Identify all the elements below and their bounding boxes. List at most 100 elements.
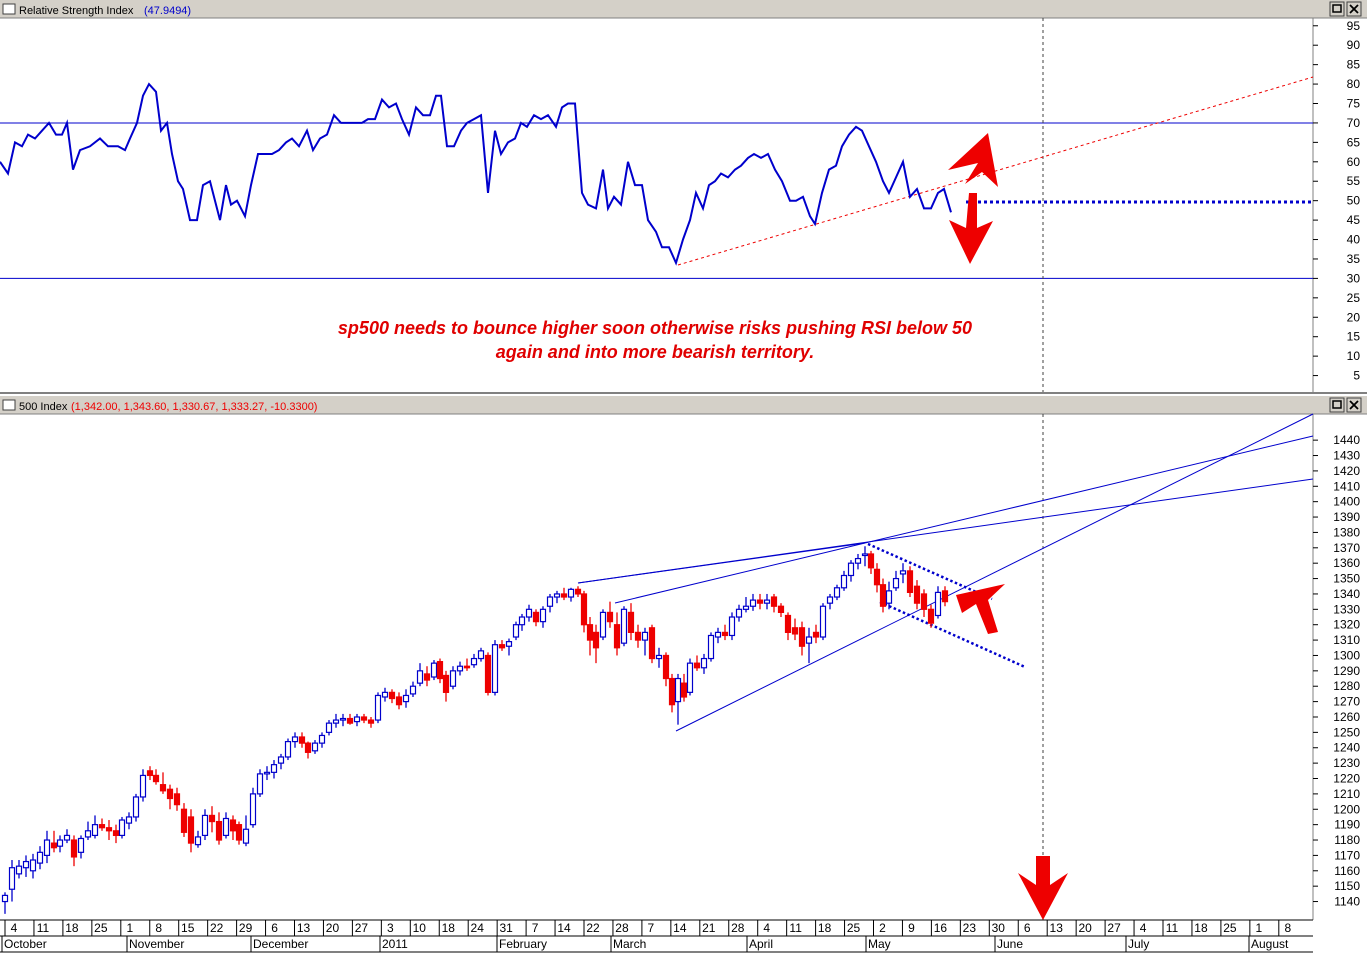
- rsi-y-tick-label: 45: [1347, 213, 1361, 227]
- price-candle: [180, 803, 188, 837]
- date-month-label: July: [1128, 937, 1149, 951]
- price-candle: [374, 692, 382, 724]
- price-candle: [873, 563, 881, 593]
- price-y-tick-label: 1340: [1333, 587, 1360, 601]
- price-y-tick-label: 1140: [1334, 895, 1360, 909]
- price-candle: [777, 603, 785, 618]
- date-month-label: December: [253, 937, 308, 951]
- price-candle: [728, 612, 736, 641]
- date-day-label: 6: [271, 921, 278, 935]
- date-month-label: 2011: [382, 937, 408, 951]
- rsi-y-tick-label: 80: [1347, 77, 1361, 91]
- price-y-tick-label: 1270: [1333, 695, 1360, 709]
- price-candle: [152, 769, 160, 785]
- rsi-y-tick-label: 25: [1347, 291, 1361, 305]
- price-y-tick-label: 1170: [1334, 848, 1360, 862]
- price-candle: [498, 640, 506, 651]
- price-candle: [36, 846, 44, 870]
- price-y-tick-label: 1180: [1334, 833, 1360, 847]
- price-left-arrow-icon: [956, 584, 1005, 634]
- price-close-icon[interactable]: [1346, 397, 1362, 413]
- price-candle: [927, 604, 935, 628]
- price-candle: [105, 820, 113, 841]
- price-y-tick-label: 1160: [1334, 864, 1360, 878]
- price-maximize-icon[interactable]: [1329, 397, 1345, 413]
- price-panel: 500 Index (1,342.00, 1,343.60, 1,330.67,…: [0, 396, 1367, 920]
- price-y-tick-label: 1440: [1333, 433, 1360, 447]
- date-day-label: 14: [673, 921, 687, 935]
- date-day-label: 29: [239, 921, 253, 935]
- price-candle: [553, 590, 561, 604]
- rsi-panel: Relative Strength Index (47.9494) 5 10 15 2…: [0, 0, 1367, 394]
- rsi-y-axis: 5 10 15 20 25 30 35 40 45 50 55 60 65 70 75 80 85 90 95: [1313, 19, 1360, 383]
- price-y-tick-label: 1310: [1333, 633, 1360, 647]
- price-candle: [235, 821, 243, 845]
- price-candle: [215, 812, 223, 845]
- price-candle: [43, 830, 51, 864]
- price-candle: [648, 624, 656, 664]
- price-candle: [491, 640, 499, 696]
- date-day-label: 22: [210, 921, 224, 935]
- price-candle: [277, 753, 285, 770]
- price-window-icon: [2, 399, 16, 411]
- price-y-tick-label: 1370: [1333, 541, 1360, 555]
- date-month-label: May: [868, 937, 891, 951]
- price-candle: [256, 769, 264, 797]
- price-y-tick-label: 1320: [1333, 618, 1360, 632]
- price-candle: [112, 824, 120, 844]
- price-candle: [388, 689, 396, 704]
- date-day-label: 25: [94, 921, 108, 935]
- price-trendlines: [577, 413, 1314, 732]
- price-candle: [742, 597, 750, 613]
- rsi-y-tick-label: 15: [1347, 330, 1361, 344]
- price-candle: [430, 660, 438, 681]
- date-day-label: 4: [1140, 921, 1147, 935]
- price-candle: [791, 618, 799, 641]
- price-y-tick-label: 1250: [1333, 725, 1360, 739]
- date-day-label: 11: [789, 921, 802, 935]
- price-down-arrow-icon: [1018, 856, 1068, 920]
- price-candle: [812, 624, 820, 644]
- rsi-maximize-icon[interactable]: [1329, 1, 1345, 17]
- price-candle: [686, 658, 694, 696]
- price-candle: [941, 586, 949, 607]
- date-day-label: 8: [155, 921, 162, 935]
- price-candle: [574, 586, 582, 598]
- price-candle: [159, 772, 167, 794]
- price-candle: [318, 732, 326, 748]
- price-candle: [56, 835, 64, 853]
- price-candle: [263, 766, 271, 781]
- price-candle: [249, 787, 257, 828]
- date-day-label: 20: [1078, 921, 1092, 935]
- date-day-label: 18: [818, 921, 832, 935]
- price-candle: [819, 603, 827, 641]
- date-axis: 4 11 18 25 1 8 15 22 29 6 13 20 27 3 10 18 24 31 7 14 22 28 7 1…: [0, 919, 1313, 955]
- price-candle: [770, 593, 778, 613]
- date-day-label: 11: [1166, 921, 1179, 935]
- price-candle: [77, 835, 85, 859]
- date-day-label: 2: [879, 921, 886, 935]
- price-candle: [847, 560, 855, 582]
- rsi-close-icon[interactable]: [1346, 1, 1362, 17]
- price-candle: [311, 740, 319, 754]
- date-day-label: 20: [326, 921, 340, 935]
- price-candle: [50, 830, 58, 853]
- rsi-y-tick-label: 40: [1347, 233, 1361, 247]
- price-candle: [680, 673, 688, 702]
- price-candle: [826, 593, 834, 610]
- price-candle: [906, 566, 914, 598]
- date-day-label: 14: [557, 921, 571, 935]
- price-candle: [721, 624, 729, 641]
- price-candle: [139, 769, 147, 802]
- date-day-label: 31: [499, 921, 513, 935]
- price-candle: [805, 627, 813, 664]
- price-candle: [627, 603, 635, 641]
- price-candles: [1, 546, 949, 914]
- price-candle: [532, 609, 540, 627]
- price-candle: [592, 624, 600, 664]
- date-day-label: 11: [37, 921, 50, 935]
- price-candle: [409, 681, 417, 697]
- price-candle: [416, 663, 424, 687]
- price-candle: [620, 606, 628, 647]
- rsi-y-tick-label: 85: [1347, 58, 1361, 72]
